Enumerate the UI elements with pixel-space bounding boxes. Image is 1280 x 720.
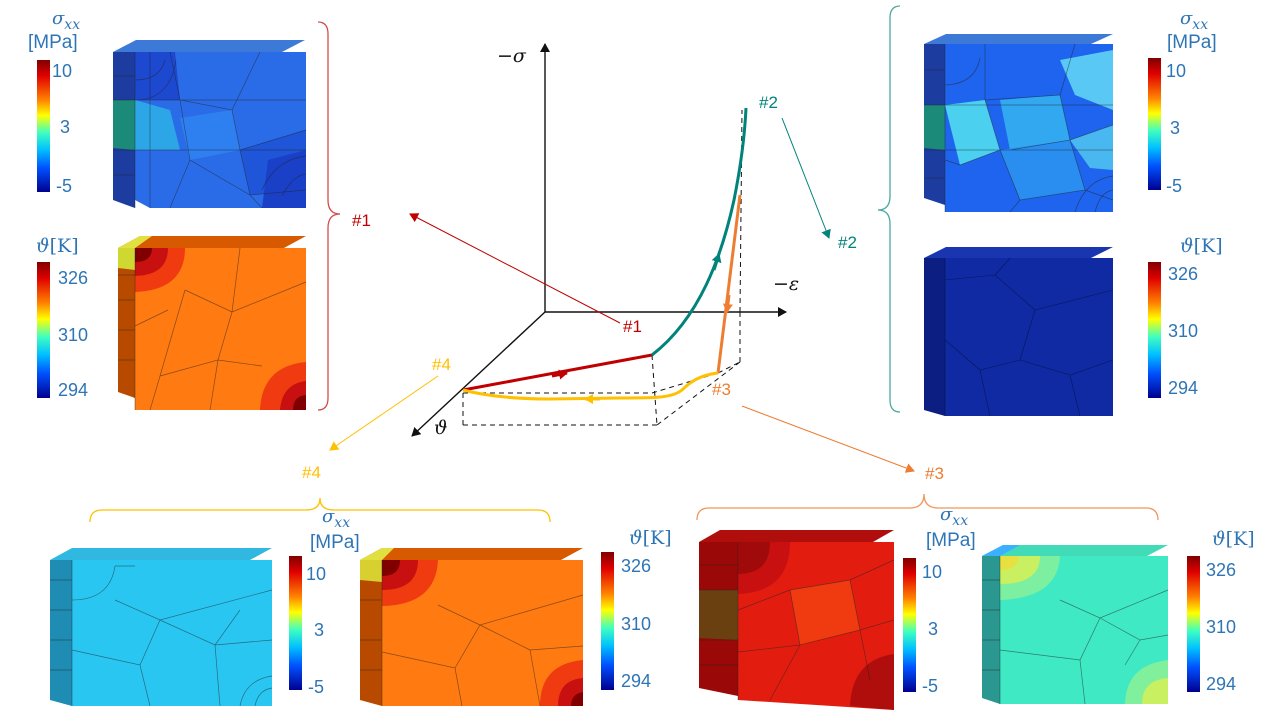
stress-colorbar bbox=[289, 556, 302, 690]
state-1-point-label: #1 bbox=[623, 317, 642, 336]
state-2-stress-cube bbox=[924, 34, 1114, 213]
temp-tick-min: 294 bbox=[621, 671, 651, 691]
stress-legend-title: σxx bbox=[322, 506, 350, 531]
stress-tick-max: 10 bbox=[1166, 61, 1186, 81]
leader-4 bbox=[329, 375, 439, 451]
state-3-temperature-cube bbox=[982, 545, 1169, 705]
stress-legend-unit: [MPa] bbox=[926, 530, 976, 551]
state-3-callout: #3 bbox=[925, 464, 944, 483]
path-to-state-2 bbox=[651, 107, 748, 357]
stress-legend-unit: [MPa] bbox=[310, 532, 360, 553]
temp-colorbar bbox=[1187, 556, 1200, 692]
temp-tick-mid: 310 bbox=[1206, 617, 1236, 637]
temp-tick-min: 294 bbox=[1168, 378, 1198, 398]
state-1-temperature-legend: ϑ[K] 326 310 294 bbox=[36, 235, 88, 400]
state-4-stress-legend: σxx [MPa] 10 3 -5 bbox=[289, 506, 360, 697]
stress-tick-max: 10 bbox=[922, 562, 942, 582]
temp-tick-min: 294 bbox=[1206, 674, 1236, 694]
state-1-stress-cube bbox=[113, 40, 307, 209]
brace-state-3 bbox=[696, 493, 1159, 521]
state-3-stress-cube bbox=[699, 530, 895, 710]
stress-tick-mid: 3 bbox=[928, 619, 938, 639]
path-arrow-2 bbox=[711, 253, 722, 271]
temp-tick-mid: 310 bbox=[1168, 321, 1198, 341]
path-to-state-4 bbox=[462, 371, 719, 401]
path-to-state-3 bbox=[716, 194, 742, 374]
stress-colorbar bbox=[37, 60, 50, 192]
temp-tick-max: 326 bbox=[1206, 560, 1236, 580]
path-arrow-1 bbox=[551, 369, 568, 380]
temp-colorbar bbox=[601, 552, 614, 690]
temp-legend-title: ϑ[K] bbox=[1212, 528, 1255, 550]
state-3-temperature-legend: ϑ[K] 326 310 294 bbox=[1187, 528, 1255, 694]
brace-state-1 bbox=[317, 21, 341, 411]
stress-legend-unit: [MPa] bbox=[1167, 32, 1217, 53]
state-2-callout: #2 bbox=[838, 233, 857, 252]
temp-tick-max: 326 bbox=[621, 556, 651, 576]
state-3-point-label: #3 bbox=[712, 380, 731, 399]
state-4-temperature-legend: ϑ[K] 326 310 294 bbox=[601, 527, 672, 691]
state-4-stress-cube bbox=[50, 548, 273, 707]
temp-legend-title: ϑ[K] bbox=[1180, 235, 1223, 257]
state-2-point-label: #2 bbox=[759, 93, 778, 112]
temp-tick-max: 326 bbox=[1168, 264, 1198, 284]
stress-legend-unit: [MPa] bbox=[28, 32, 78, 53]
brace-state-2 bbox=[877, 5, 901, 413]
temp-colorbar bbox=[37, 262, 50, 398]
path-to-state-1 bbox=[462, 353, 653, 392]
state-1-temperature-cube bbox=[118, 236, 307, 411]
central-axes: −σ −ε ϑ bbox=[411, 43, 799, 439]
stress-tick-min: -5 bbox=[1166, 176, 1182, 196]
stress-tick-min: -5 bbox=[308, 677, 324, 697]
stress-colorbar bbox=[903, 558, 916, 692]
stress-tick-min: -5 bbox=[56, 176, 72, 196]
leader-1 bbox=[409, 213, 621, 324]
temp-tick-mid: 310 bbox=[58, 325, 88, 345]
stress-colorbar bbox=[1148, 58, 1161, 190]
stress-legend-title: σxx bbox=[52, 8, 80, 33]
temp-legend-title: ϑ[K] bbox=[629, 527, 672, 549]
stress-tick-min: -5 bbox=[922, 676, 938, 696]
brace-state-4 bbox=[89, 497, 551, 523]
state-2-temperature-legend: ϑ[K] 326 310 294 bbox=[1148, 235, 1223, 398]
stress-tick-max: 10 bbox=[306, 564, 326, 584]
theta-axis bbox=[411, 311, 546, 437]
theta-axis-label: ϑ bbox=[434, 417, 448, 439]
state-2-temperature-cube bbox=[924, 247, 1114, 417]
state-3-stress-legend: σxx [MPa] 10 3 -5 bbox=[903, 504, 976, 696]
leader-2 bbox=[781, 117, 831, 239]
state-2-stress-legend: σxx [MPa] 10 3 -5 bbox=[1148, 8, 1217, 196]
stress-legend-title: σxx bbox=[940, 504, 968, 529]
stress-tick-mid: 3 bbox=[1170, 118, 1180, 138]
stress-tick-mid: 3 bbox=[314, 620, 324, 640]
temp-colorbar bbox=[1148, 262, 1161, 398]
state-1-callout: #1 bbox=[352, 211, 371, 230]
stress-tick-max: 10 bbox=[52, 61, 72, 81]
state-4-point-label: #4 bbox=[432, 355, 451, 374]
temp-tick-min: 294 bbox=[58, 380, 88, 400]
state-1-stress-legend: σxx [MPa] 10 3 -5 bbox=[28, 8, 80, 196]
state-4-callout: #4 bbox=[302, 463, 321, 482]
sigma-axis-label: −σ bbox=[497, 45, 527, 67]
stress-tick-mid: 3 bbox=[60, 117, 70, 137]
temp-tick-max: 326 bbox=[58, 268, 88, 288]
state-4-temperature-cube bbox=[360, 548, 584, 707]
temp-tick-mid: 310 bbox=[621, 614, 651, 634]
epsilon-axis-label: −ε bbox=[773, 273, 799, 295]
temp-legend-title: ϑ[K] bbox=[36, 235, 79, 257]
leader-3 bbox=[741, 405, 915, 473]
stress-legend-title: σxx bbox=[1180, 8, 1208, 33]
path-arrow-3 bbox=[722, 294, 733, 313]
